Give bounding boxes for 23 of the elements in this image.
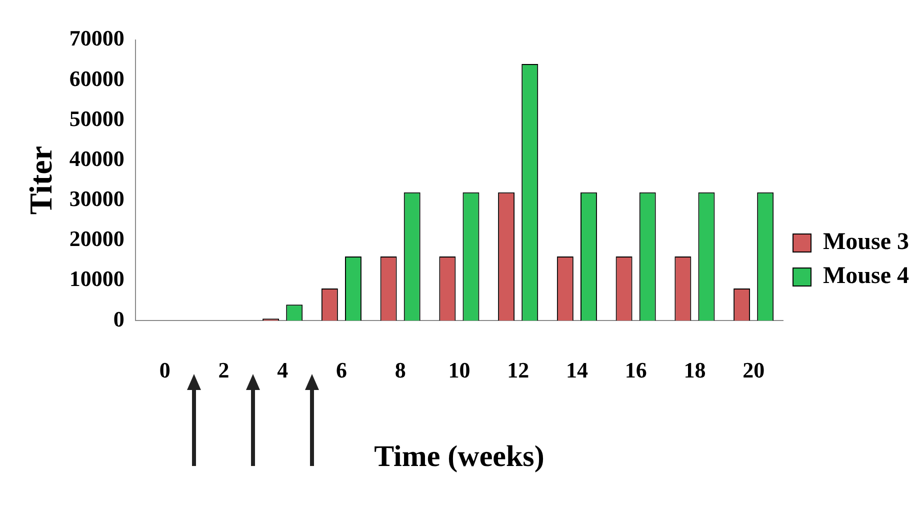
- y-tick-label: 50000: [69, 106, 124, 131]
- x-tick-label: 12: [507, 357, 530, 382]
- x-tick-label: 8: [394, 357, 406, 382]
- x-tick-label: 16: [624, 357, 647, 382]
- x-tick-label: 10: [448, 357, 470, 382]
- x-tick-label: 18: [684, 357, 706, 382]
- y-tick-label: 10000: [69, 266, 124, 292]
- x-tick-label: 0: [159, 357, 170, 382]
- legend-label: Mouse 4: [823, 263, 910, 290]
- y-axis-title: Titer: [22, 146, 58, 215]
- y-tick-label: 70000: [69, 26, 124, 51]
- legend-label: Mouse 3: [823, 229, 910, 256]
- x-tick-label: 20: [742, 357, 765, 382]
- x-tick-label: 6: [336, 357, 347, 382]
- y-tick-label: 0: [113, 306, 124, 332]
- x-axis-title: Time (weeks): [374, 440, 544, 473]
- y-tick-label: 20000: [69, 226, 124, 252]
- x-tick-label: 4: [277, 357, 288, 382]
- y-tick-label: 30000: [69, 186, 124, 212]
- x-tick-label: 14: [566, 357, 588, 382]
- x-tick-label: 2: [218, 357, 230, 382]
- y-tick-label: 40000: [69, 146, 124, 171]
- y-tick-label: 60000: [69, 66, 124, 91]
